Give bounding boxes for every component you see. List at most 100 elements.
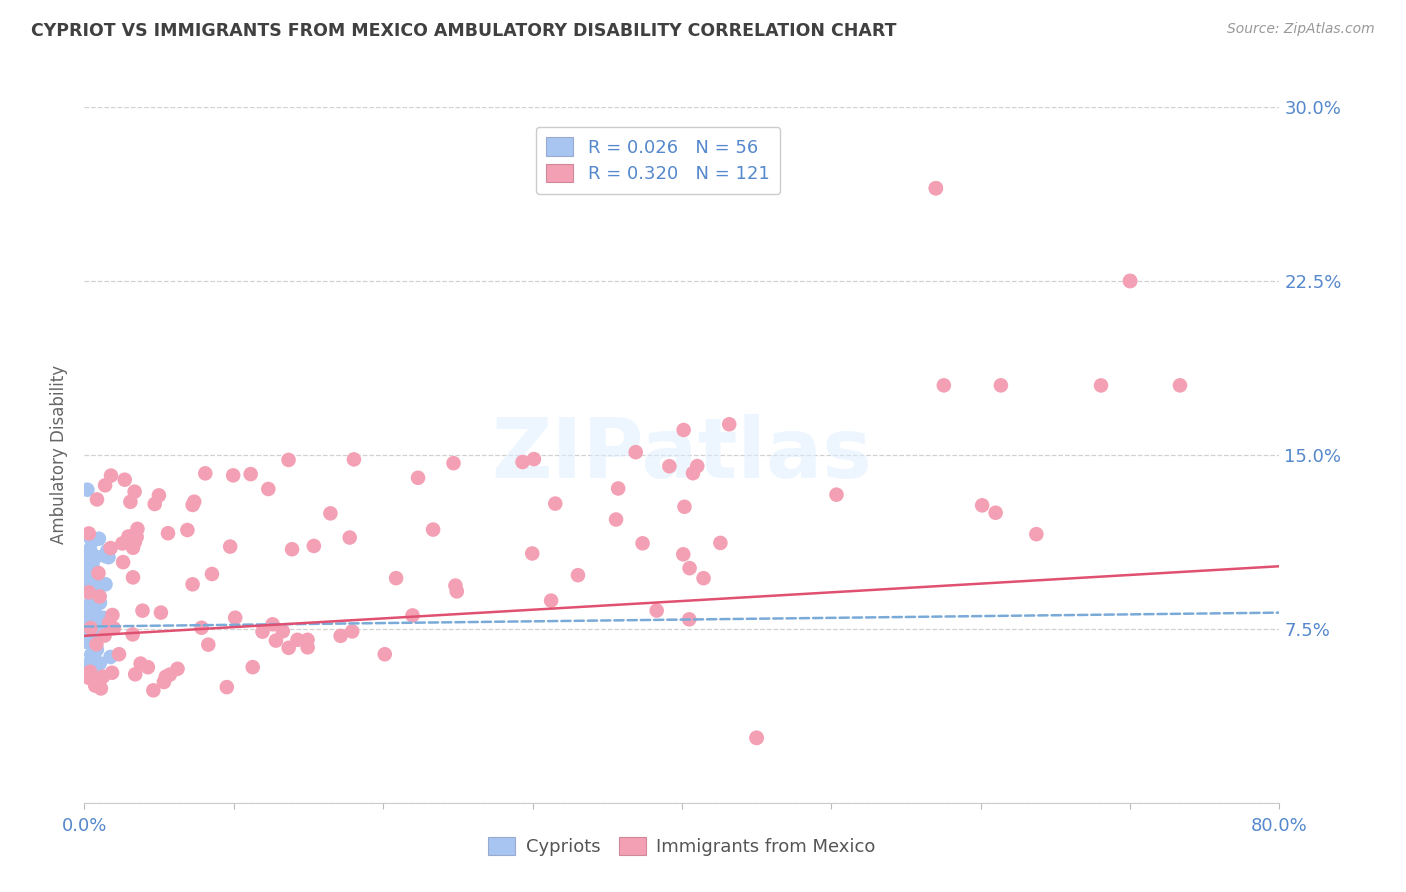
Point — [77, 599, 100, 613]
Point — [201, 567, 224, 582]
Point — [90, 681, 112, 696]
Point — [80, 624, 103, 638]
Point — [86, 642, 108, 657]
Point — [984, 506, 1007, 520]
Point — [1090, 378, 1112, 392]
Point — [709, 536, 731, 550]
Point — [82, 632, 104, 647]
Point — [194, 467, 217, 481]
Point — [75, 583, 97, 598]
Point — [83, 646, 105, 660]
Point — [124, 535, 146, 549]
Point — [281, 542, 304, 557]
Point — [76, 545, 98, 559]
Point — [329, 629, 352, 643]
Point — [446, 584, 468, 599]
Point — [82, 602, 104, 616]
Point — [1119, 274, 1142, 288]
Point — [94, 549, 117, 563]
Point — [523, 452, 546, 467]
Point — [605, 512, 627, 526]
Point — [658, 459, 681, 474]
Point — [156, 526, 179, 541]
Point — [77, 671, 100, 685]
Point — [80, 558, 103, 572]
Point — [82, 533, 104, 548]
Point — [745, 731, 768, 745]
Point — [297, 640, 319, 655]
Point — [101, 607, 124, 622]
Point — [84, 640, 107, 655]
Point — [262, 617, 284, 632]
Point — [124, 484, 146, 499]
Point — [83, 664, 105, 678]
Point — [125, 530, 148, 544]
Point — [672, 547, 695, 561]
Point — [80, 621, 103, 635]
Point — [176, 523, 198, 537]
Point — [77, 526, 100, 541]
Point — [77, 565, 100, 579]
Point — [1025, 527, 1047, 541]
Point — [82, 554, 104, 568]
Point — [287, 632, 309, 647]
Point — [93, 629, 115, 643]
Point — [692, 571, 714, 585]
Point — [84, 679, 107, 693]
Point — [686, 459, 709, 474]
Text: ZIPatlas: ZIPatlas — [492, 415, 872, 495]
Point — [401, 608, 423, 623]
Point — [86, 492, 108, 507]
Point — [94, 577, 117, 591]
Point — [239, 467, 262, 482]
Point — [215, 680, 238, 694]
Point — [101, 665, 124, 680]
Point — [96, 543, 118, 558]
Legend: Cypriots, Immigrants from Mexico: Cypriots, Immigrants from Mexico — [481, 830, 883, 863]
Point — [103, 621, 125, 635]
Point — [76, 483, 98, 497]
Point — [89, 619, 111, 633]
Point — [77, 585, 100, 599]
Point — [718, 417, 741, 432]
Point — [990, 378, 1012, 392]
Point — [82, 590, 104, 604]
Point — [544, 497, 567, 511]
Point — [444, 579, 467, 593]
Point — [87, 566, 110, 581]
Point — [297, 632, 319, 647]
Point — [339, 531, 361, 545]
Point — [87, 532, 110, 546]
Point — [75, 635, 97, 649]
Point — [122, 541, 145, 555]
Point — [682, 466, 704, 480]
Point — [93, 611, 115, 625]
Point — [319, 507, 342, 521]
Point — [83, 645, 105, 659]
Point — [522, 546, 544, 560]
Point — [181, 498, 204, 512]
Point — [567, 568, 589, 582]
Point — [224, 610, 246, 624]
Point — [1168, 378, 1191, 392]
Text: CYPRIOT VS IMMIGRANTS FROM MEXICO AMBULATORY DISABILITY CORRELATION CHART: CYPRIOT VS IMMIGRANTS FROM MEXICO AMBULA… — [31, 22, 897, 40]
Point — [84, 549, 107, 564]
Point — [80, 648, 103, 662]
Point — [120, 495, 142, 509]
Point — [117, 529, 139, 543]
Point — [108, 647, 131, 661]
Point — [607, 482, 630, 496]
Point — [77, 622, 100, 636]
Y-axis label: Ambulatory Disability: Ambulatory Disability — [51, 366, 69, 544]
Point — [631, 536, 654, 550]
Point — [75, 562, 97, 576]
Point — [100, 468, 122, 483]
Point — [79, 542, 101, 557]
Point — [153, 675, 176, 690]
Point — [925, 181, 948, 195]
Point — [257, 482, 280, 496]
Point — [79, 600, 101, 615]
Point — [825, 488, 848, 502]
Point — [443, 456, 465, 470]
Point — [98, 615, 121, 630]
